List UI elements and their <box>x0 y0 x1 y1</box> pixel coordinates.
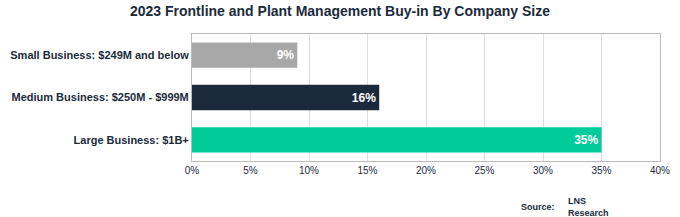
svg-text:Large Business: $1B+: Large Business: $1B+ <box>74 134 189 146</box>
svg-text:35%: 35% <box>574 133 598 147</box>
svg-text:Small Business: $249M and belo: Small Business: $249M and below <box>10 49 189 61</box>
svg-text:16%: 16% <box>352 91 376 105</box>
svg-text:30%: 30% <box>533 165 553 176</box>
svg-text:2023 Frontline and Plant Manag: 2023 Frontline and Plant Management Buy-… <box>130 3 550 19</box>
svg-text:5%: 5% <box>243 165 258 176</box>
svg-text:25%: 25% <box>474 165 494 176</box>
svg-text:Source:: Source: <box>521 202 555 212</box>
svg-text:Medium Business: $250M - $999M: Medium Business: $250M - $999M <box>12 91 189 103</box>
svg-text:10%: 10% <box>299 165 319 176</box>
svg-text:0%: 0% <box>185 165 200 176</box>
svg-text:LNSResearch: LNSResearch <box>568 196 609 217</box>
svg-text:35%: 35% <box>591 165 611 176</box>
svg-text:40%: 40% <box>650 165 670 176</box>
svg-text:9%: 9% <box>277 48 295 62</box>
svg-text:20%: 20% <box>416 165 436 176</box>
svg-text:15%: 15% <box>357 165 377 176</box>
